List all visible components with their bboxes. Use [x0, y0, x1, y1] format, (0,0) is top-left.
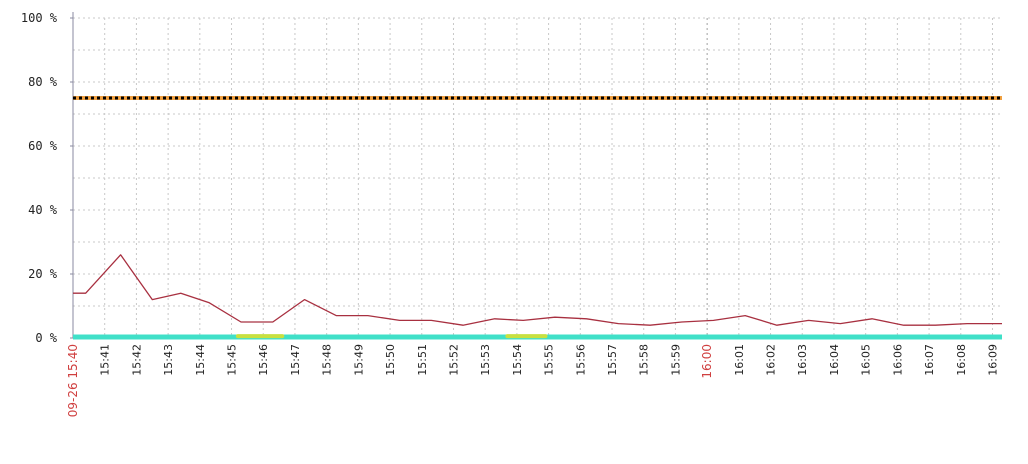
x-tick-label: 15:50: [384, 344, 397, 376]
y-axis-ticks: 0 % 20 % 40 % 60 % 80 % 100 %: [21, 11, 73, 345]
y-tick-label: 60 %: [28, 139, 58, 153]
x-tick-label: 15:51: [416, 344, 429, 376]
x-tick-label: 16:02: [765, 344, 778, 376]
x-tick-label: 15:49: [352, 344, 365, 376]
y-tick-label: 40 %: [28, 203, 58, 217]
x-tick-label: 15:44: [194, 344, 207, 376]
x-tick-label: 15:56: [574, 344, 587, 376]
x-tick-label: 16:08: [955, 344, 968, 376]
x-tick-label: 16:07: [923, 344, 936, 376]
x-tick-label: 15:43: [162, 344, 175, 376]
x-tick-label: 15:58: [638, 344, 651, 376]
x-tick-label: 15:47: [289, 344, 302, 376]
x-tick-label: 15:45: [226, 344, 239, 376]
x-tick-label: 09-26 15:40: [66, 344, 80, 417]
x-tick-label: 15:59: [669, 344, 682, 376]
x-tick-label: 16:09: [987, 344, 1000, 376]
y-tick-label: 80 %: [28, 75, 58, 89]
x-tick-label: 15:55: [543, 344, 556, 376]
x-tick-label: 15:57: [606, 344, 619, 376]
grid: [73, 17, 1002, 338]
x-tick-label: 16:03: [796, 344, 809, 376]
x-tick-label: 15:42: [130, 344, 143, 376]
series-group: [73, 254, 1002, 340]
x-tick-label: 16:04: [828, 344, 841, 376]
y-tick-label: 20 %: [28, 267, 58, 281]
y-tick-label: 0 %: [35, 331, 57, 345]
x-tick-label: 15:46: [257, 344, 270, 376]
x-tick-label: 16:05: [860, 344, 873, 376]
series-0-line: [73, 254, 1002, 326]
x-tick-label: 15:41: [99, 344, 112, 376]
x-tick-label: 15:54: [511, 344, 524, 376]
x-tick-label: 16:06: [891, 344, 904, 376]
x-tick-label: 16:01: [733, 344, 746, 376]
x-tick-label: 15:52: [448, 344, 461, 376]
x-tick-label: 16:00: [700, 344, 714, 379]
axes: [72, 12, 1002, 339]
y-tick-label: 100 %: [21, 11, 58, 25]
x-tick-label: 15:48: [321, 344, 334, 376]
x-axis-ticks: 09-26 15:40 15:41 15:42 15:43 15:44 15:45 15:4…: [66, 344, 1000, 417]
x-tick-label: 15:53: [479, 344, 492, 376]
